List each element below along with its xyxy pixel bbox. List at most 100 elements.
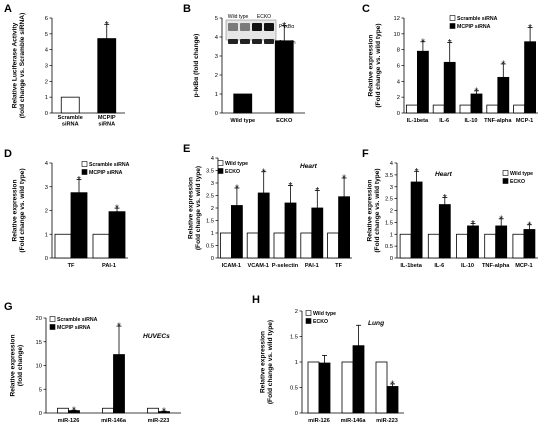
blot-background [225, 19, 277, 41]
legend: Wild type ECKO [305, 310, 336, 325]
significance-star: * [72, 406, 76, 417]
bar-ecko [257, 192, 270, 259]
legend-swatch [217, 160, 224, 166]
y-axis-title: Relative expression(Fold change vs. wild… [259, 320, 274, 404]
significance-star: * [77, 175, 81, 186]
western-blot: Wild type ECKO P-IκBα β- actin [225, 14, 296, 46]
y-tick-label: 10 [394, 32, 400, 38]
y-tick-label: 2 [215, 73, 218, 79]
y-tick-label: 0 [390, 256, 393, 262]
bar-ecko [410, 181, 423, 259]
y-axis-title: Relative expression(Fold change vs. wild… [366, 168, 381, 252]
legend-entry: MCPIP siRNA [457, 24, 491, 30]
significance-star: * [499, 214, 503, 225]
bar-scramble-sirna [92, 233, 110, 259]
category-label: IL-1beta [407, 118, 429, 124]
significance-star: * [391, 379, 395, 390]
bar-wild-type [307, 361, 320, 414]
panel-letter: C [362, 3, 370, 15]
category-label: miR-126 [308, 418, 330, 424]
blot-band [252, 23, 262, 31]
category-label: IL-10 [461, 263, 474, 269]
category-label: TNF-alpha [484, 118, 512, 124]
legend-entry: Wild type [510, 171, 533, 177]
legend-entry: Wild type [313, 311, 336, 317]
legend-entry: Scramble siRNA [57, 317, 98, 323]
legend-entry: ECKO [510, 179, 525, 185]
panel-letter: E [183, 143, 190, 155]
significance-star: * [162, 407, 166, 418]
chart-panel-a: A 0 1 2 3 4 5 6 Relative Luciferase Activity(fol… [4, 3, 125, 127]
y-tick-label: 0 [397, 111, 400, 117]
y-axis-title: Relative expression(fold change) [9, 335, 24, 397]
category-label: IL-6 [439, 118, 449, 124]
tissue-note: Heart [435, 171, 453, 178]
bar-value [233, 93, 253, 114]
bar-wild-type [399, 233, 412, 259]
legend-swatch [81, 161, 88, 167]
bar-mcpip-sirna [416, 50, 429, 114]
category-label: TF [68, 263, 75, 269]
bar-wild-type [273, 232, 286, 259]
blot-lane-label: Wild type [228, 14, 249, 20]
category-label: TF [335, 263, 342, 269]
bar-wild-type [512, 233, 525, 259]
panel-letter: H [252, 294, 260, 306]
significance-star: * [415, 167, 419, 178]
chart-panel-d: D 0 1 2 3 4 Relative expression(Fold change vs… [4, 148, 130, 269]
bar-scramble-sirna [432, 104, 445, 114]
y-tick-label: 3 [211, 181, 214, 187]
bar-wild-type [427, 233, 440, 259]
bar-value [97, 38, 117, 114]
y-tick-label: 1 [215, 92, 218, 98]
y-tick-label: 3.5 [206, 169, 214, 175]
legend: Scramble siRNA MCPIP siRNA [81, 161, 130, 176]
panel-letter: D [4, 148, 12, 160]
chart-panel-b: B 0 1 2 3 4 5 p-IκBα (fold change) Wild type * ECK… [183, 3, 305, 124]
bar-scramble-sirna [54, 233, 72, 259]
y-tick-label: 2 [45, 79, 48, 85]
significance-star: * [471, 219, 475, 230]
category-label: MCPIP siRNA [98, 115, 116, 128]
y-axis-title: Relative expression(Fold change vs. wild… [11, 168, 26, 252]
legend-entry: Scramble siRNA [457, 16, 498, 22]
bar-scramble-sirna [513, 104, 525, 114]
bar-wild-type [246, 232, 259, 259]
significance-star: * [475, 86, 479, 97]
legend-swatch [49, 316, 56, 322]
significance-star: * [527, 220, 531, 231]
legend-entry: ECKO [225, 169, 240, 175]
legend-swatch [502, 170, 509, 176]
bar-ecko [284, 202, 297, 259]
bar-wild-type [375, 361, 388, 414]
y-tick-label: 0.5 [385, 244, 393, 250]
bar-ecko [523, 229, 536, 259]
y-tick-label: 4 [45, 48, 49, 54]
bar-value [60, 96, 80, 114]
bar-scramble-sirna [405, 104, 418, 114]
y-tick-label: 1 [45, 232, 48, 238]
bar-mcpip-sirna [108, 211, 126, 259]
y-tick-label: 3 [215, 54, 218, 60]
category-label: IL-1beta [400, 263, 422, 269]
legend-entry: MCPIP siRNA [89, 170, 123, 176]
blot-band [240, 23, 250, 31]
legend: Wild type ECKO [502, 170, 533, 185]
y-tick-label: 1.5 [385, 220, 393, 226]
bar-mcpip-sirna [443, 61, 456, 114]
y-tick-label: 2 [211, 206, 214, 212]
bar-ecko [438, 204, 451, 259]
category-label: P-selectin [272, 263, 299, 269]
legend-swatch [49, 324, 56, 330]
chart-panel-e: E 0 0.5 1 1.5 2 2.5 3 3.5 4 Relative expression(Fo… [183, 143, 352, 269]
bar-wild-type [327, 232, 340, 259]
bar-ecko [352, 345, 365, 414]
y-tick-label: 3 [390, 185, 393, 191]
y-tick-label: 1.5 [206, 219, 214, 225]
category-label: PAI-1 [305, 263, 319, 269]
significance-star: * [282, 21, 286, 32]
y-tick-label: 4 [390, 161, 394, 167]
bar-scramble-sirna [102, 407, 114, 414]
significance-star: * [115, 204, 119, 215]
